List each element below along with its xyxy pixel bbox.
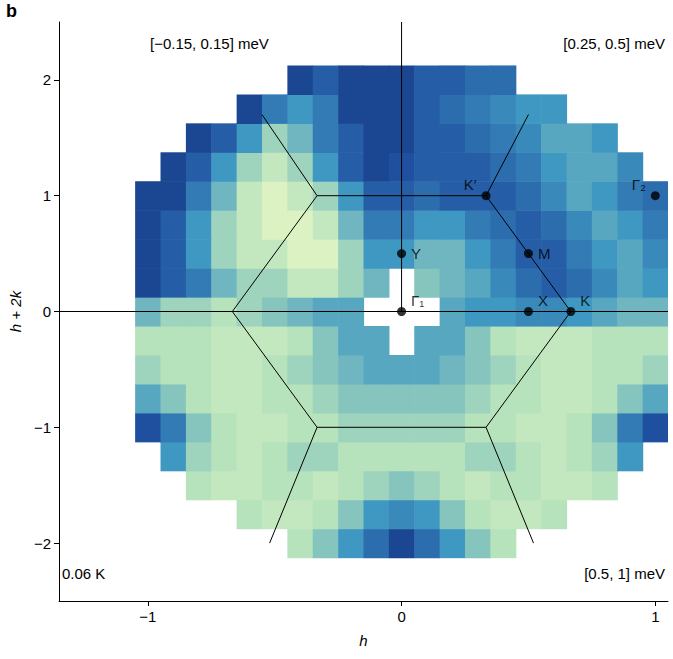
svg-text:1: 1 xyxy=(651,608,659,625)
svg-text:0.06 K: 0.06 K xyxy=(62,565,105,582)
svg-text:−2: −2 xyxy=(34,535,51,552)
svg-text:Γ₂: Γ₂ xyxy=(632,176,646,193)
svg-text:K: K xyxy=(580,292,590,309)
svg-text:h + 2k: h + 2k xyxy=(7,289,24,332)
svg-text:[0.5, 1] meV: [0.5, 1] meV xyxy=(584,565,665,582)
svg-text:[0.25, 0.5] meV: [0.25, 0.5] meV xyxy=(563,35,665,52)
svg-text:[−0.15, 0.15] meV: [−0.15, 0.15] meV xyxy=(150,35,269,52)
svg-text:Γ₁: Γ₁ xyxy=(411,292,424,309)
svg-text:K′: K′ xyxy=(464,176,477,193)
svg-text:2: 2 xyxy=(43,71,51,88)
svg-text:X: X xyxy=(538,292,548,309)
svg-text:1: 1 xyxy=(43,187,51,204)
svg-text:h: h xyxy=(359,632,367,649)
svg-text:Y: Y xyxy=(411,245,421,262)
svg-text:M: M xyxy=(538,245,551,262)
svg-text:0: 0 xyxy=(397,608,405,625)
svg-text:−1: −1 xyxy=(139,608,156,625)
svg-text:−1: −1 xyxy=(34,419,51,436)
svg-text:b: b xyxy=(6,1,17,21)
svg-text:0: 0 xyxy=(43,303,51,320)
